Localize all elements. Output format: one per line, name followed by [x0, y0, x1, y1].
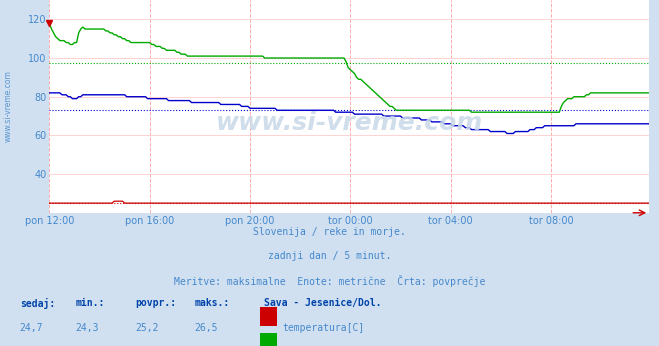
- Text: 25,2: 25,2: [135, 323, 159, 333]
- Text: maks.:: maks.:: [194, 298, 229, 308]
- Text: Meritve: maksimalne  Enote: metrične  Črta: povprečje: Meritve: maksimalne Enote: metrične Črta…: [174, 275, 485, 287]
- Text: povpr.:: povpr.:: [135, 298, 176, 308]
- Text: zadnji dan / 5 minut.: zadnji dan / 5 minut.: [268, 251, 391, 261]
- Text: www.si-vreme.com: www.si-vreme.com: [3, 71, 13, 142]
- Text: temperatura[C]: temperatura[C]: [282, 323, 364, 333]
- Text: Slovenija / reke in morje.: Slovenija / reke in morje.: [253, 227, 406, 237]
- Text: 26,5: 26,5: [194, 323, 218, 333]
- Text: www.si-vreme.com: www.si-vreme.com: [215, 111, 483, 135]
- Text: Sava - Jesenice/Dol.: Sava - Jesenice/Dol.: [264, 298, 381, 308]
- Text: sedaj:: sedaj:: [20, 298, 55, 309]
- Text: 24,3: 24,3: [76, 323, 100, 333]
- Text: 24,7: 24,7: [20, 323, 43, 333]
- Text: min.:: min.:: [76, 298, 105, 308]
